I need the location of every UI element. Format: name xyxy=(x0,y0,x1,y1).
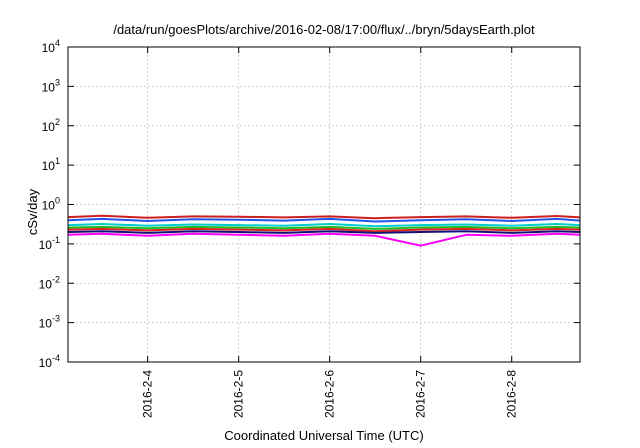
y-tick-label: 103 xyxy=(42,77,60,94)
series-line-3 xyxy=(67,223,581,228)
grid-lines xyxy=(68,47,580,362)
y-tick-label: 100 xyxy=(42,196,60,213)
y-axis-label: cSv/day xyxy=(25,188,40,235)
y-tick-label: 102 xyxy=(42,117,60,134)
y-tick-label: 10-4 xyxy=(39,353,60,370)
x-tick-label: 2016-2-7 xyxy=(414,370,428,418)
series-layer xyxy=(67,214,581,247)
y-tick-label: 10-3 xyxy=(39,314,60,331)
series-line-5 xyxy=(67,227,581,233)
y-tick-label: 104 xyxy=(42,38,60,55)
x-axis-label: Coordinated Universal Time (UTC) xyxy=(224,428,423,443)
x-tick-label: 2016-2-8 xyxy=(505,370,519,418)
series-line-4 xyxy=(67,225,581,230)
series-line-2 xyxy=(67,217,581,223)
axis-ticks: 10-4 10-3 10-2 10-1 100 101 102 103 104 2016-2-4 2… xyxy=(39,38,580,418)
series-line-7 xyxy=(67,232,581,247)
y-tick-label: 101 xyxy=(42,156,60,173)
y-tick-label: 10-2 xyxy=(39,274,60,291)
chart-title: /data/run/goesPlots/archive/2016-02-08/1… xyxy=(113,22,535,37)
y-tick-label: 10-1 xyxy=(39,235,60,252)
series-line-6 xyxy=(67,230,581,234)
series-line-1 xyxy=(67,214,581,220)
x-tick-label: 2016-2-6 xyxy=(323,370,337,418)
x-tick-label: 2016-2-4 xyxy=(141,370,155,418)
x-tick-label: 2016-2-5 xyxy=(232,370,246,418)
